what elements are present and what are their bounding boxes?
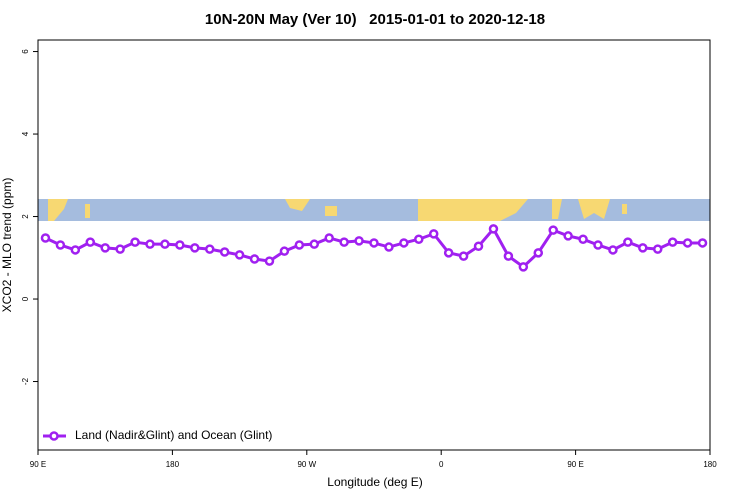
x-tick-label: 180 <box>166 460 180 469</box>
data-point <box>384 242 394 252</box>
data-point <box>533 248 544 258</box>
data-point <box>578 234 588 244</box>
data-point <box>593 240 603 250</box>
data-point <box>85 237 96 247</box>
data-point <box>473 241 484 251</box>
data-point <box>354 236 364 246</box>
data-point <box>339 237 349 247</box>
data-point <box>55 240 66 250</box>
data-point <box>190 243 200 253</box>
y-tick-label: 0 <box>21 296 30 301</box>
x-tick-label: 0 <box>439 460 444 469</box>
legend-marker <box>49 431 59 441</box>
data-point <box>563 231 573 241</box>
data-point <box>249 254 260 264</box>
data-point <box>294 240 305 250</box>
x-tick-label: 90 E <box>30 460 46 469</box>
data-point <box>160 239 170 249</box>
legend-label: Land (Nadir&Glint) and Ocean (Glint) <box>75 428 272 442</box>
x-tick-label: 90 W <box>297 460 316 469</box>
plot-frame <box>37 39 711 451</box>
data-point <box>414 234 424 244</box>
data-point <box>503 251 514 261</box>
data-point <box>204 244 215 254</box>
data-point <box>264 256 275 266</box>
data-point <box>115 244 125 254</box>
y-tick-label: 2 <box>21 214 30 219</box>
data-point <box>682 238 693 248</box>
data-point <box>100 243 110 253</box>
data-point <box>638 243 648 253</box>
data-point <box>145 239 155 249</box>
x-tick-label: 90 E <box>567 460 583 469</box>
data-point <box>279 246 290 256</box>
y-tick-label: 4 <box>21 131 30 136</box>
x-tick-label: 180 <box>703 460 717 469</box>
data-point <box>309 239 320 249</box>
data-point <box>667 237 678 247</box>
data-point <box>443 248 454 258</box>
data-point <box>548 225 558 235</box>
data-point <box>324 233 334 243</box>
data-point <box>399 238 409 248</box>
data-point <box>652 244 663 254</box>
map-strip <box>38 199 710 221</box>
y-tick-label: 6 <box>21 49 30 54</box>
chart-title: 10N-20N May (Ver 10) 2015-01-01 to 2020-… <box>205 11 545 28</box>
y-tick-label: -2 <box>21 377 30 385</box>
data-point <box>40 233 51 243</box>
data-point <box>697 238 708 248</box>
data-point <box>234 250 245 260</box>
data-point <box>219 247 230 257</box>
x-axis-label: Longitude (deg E) <box>327 475 422 489</box>
data-point <box>623 237 633 247</box>
data-point <box>608 245 618 255</box>
data-point <box>175 240 185 250</box>
data-point <box>458 251 469 261</box>
data-point <box>70 245 81 255</box>
data-point <box>518 262 529 272</box>
data-point <box>130 237 140 247</box>
data-point <box>369 238 379 248</box>
y-axis-label: XCO2 - MLO trend (ppm) <box>0 178 14 313</box>
series-line <box>44 226 703 269</box>
data-point <box>428 229 439 239</box>
data-point <box>488 224 499 234</box>
